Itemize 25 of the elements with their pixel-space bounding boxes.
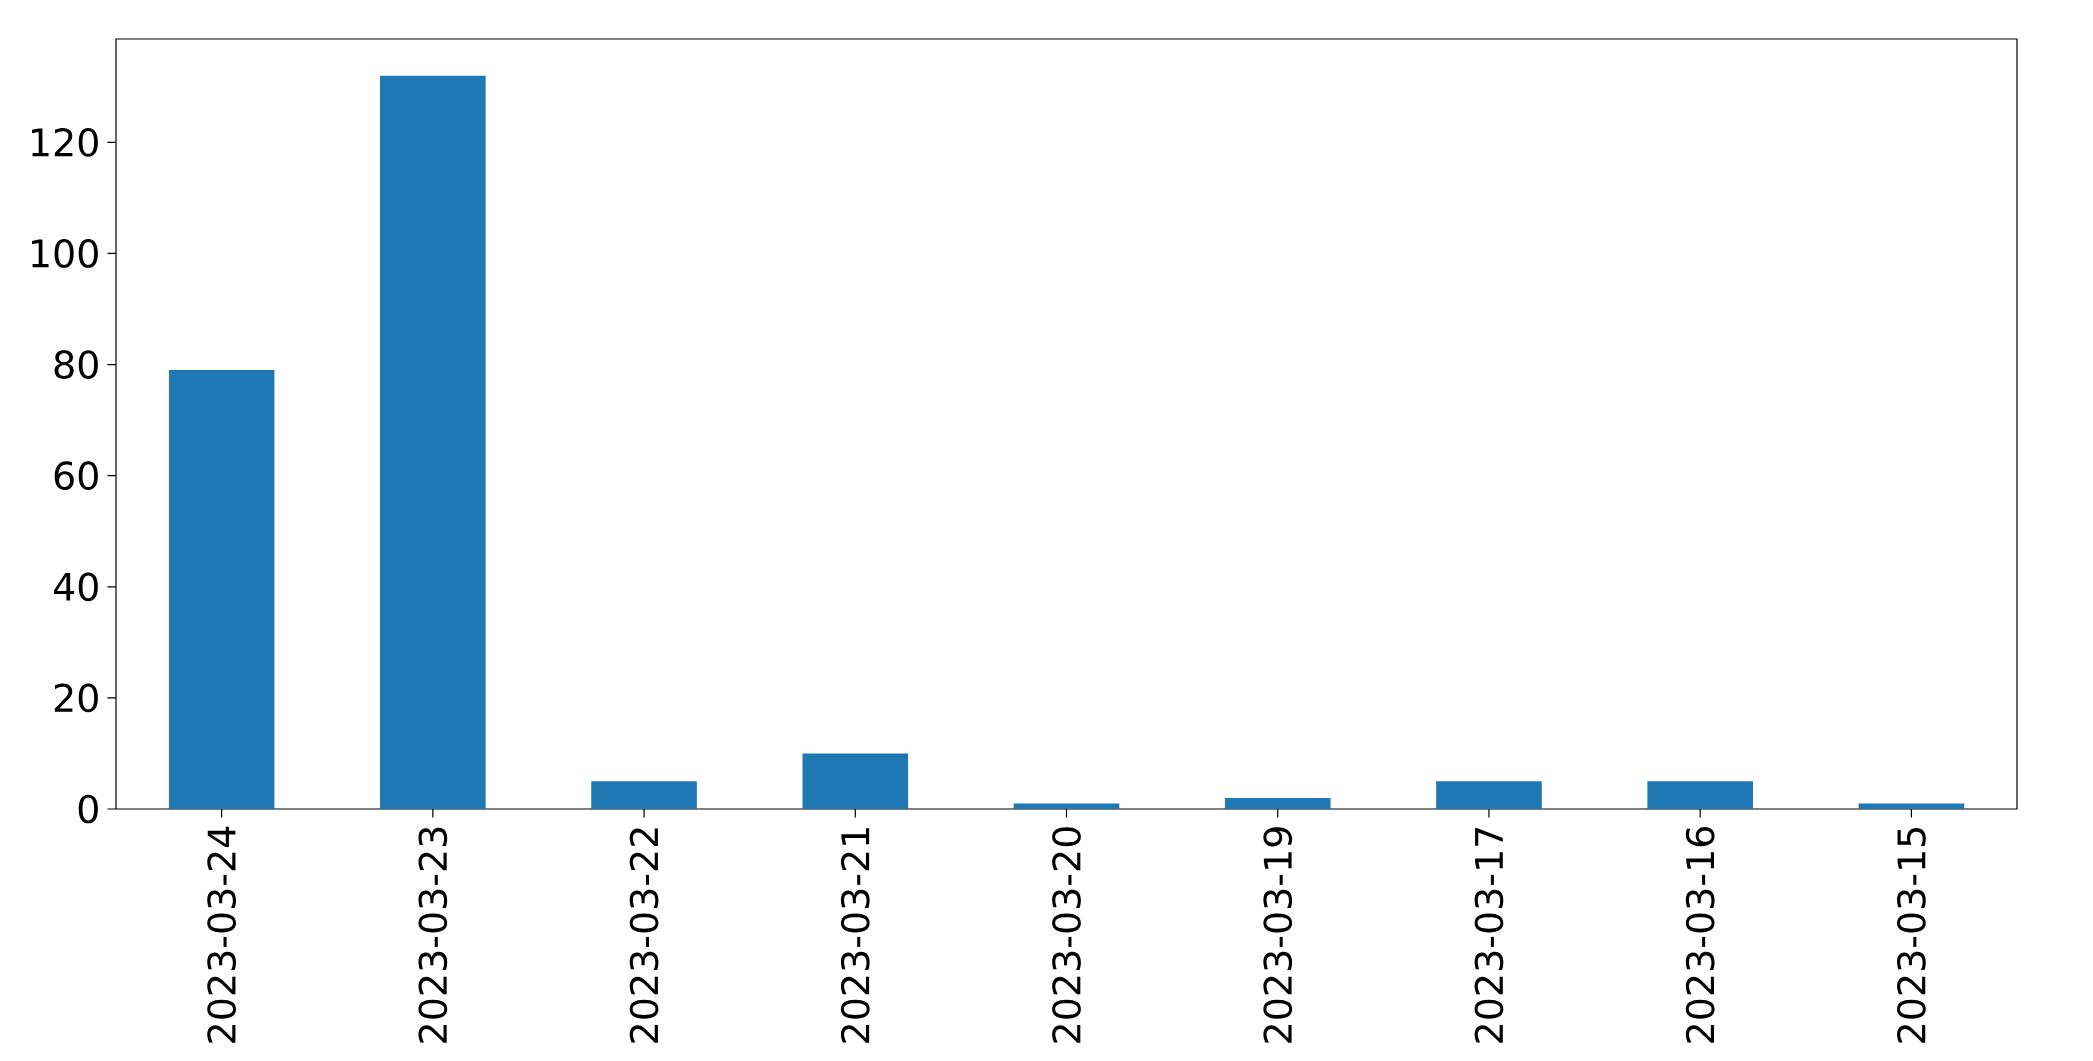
x-tick-label: 2023-03-19 (1263, 827, 1293, 1043)
x-tick-label: 2023-03-22 (629, 828, 659, 1043)
x-tick-label: 2023-03-21 (840, 828, 870, 1043)
x-tick-label: 2023-03-24 (207, 826, 236, 1043)
x-tick-label: 2023-03-17 (1474, 827, 1504, 1043)
bar (1013, 803, 1120, 809)
x-tick-label: 2023-03-16 (1685, 827, 1715, 1043)
bar (380, 75, 486, 809)
bar (168, 370, 275, 809)
y-tick-label: 20 (54, 683, 98, 713)
y-tick-label: 40 (53, 572, 98, 602)
y-tick-label: 60 (54, 461, 98, 491)
bar (1858, 803, 1965, 809)
bar (1436, 781, 1542, 809)
bar (1224, 797, 1331, 809)
y-tick-label: 100 (32, 239, 98, 268)
x-tick-label: 2023-03-15 (1897, 827, 1926, 1043)
y-tick-label: 80 (54, 350, 98, 379)
bar (1647, 781, 1753, 809)
x-tick-label: 2023-03-23 (418, 827, 448, 1043)
bar (802, 753, 909, 809)
x-tick-label: 2023-03-20 (1052, 827, 1081, 1043)
y-tick-label: 0 (78, 794, 98, 824)
bar (591, 781, 697, 809)
y-tick-label: 120 (32, 127, 98, 157)
